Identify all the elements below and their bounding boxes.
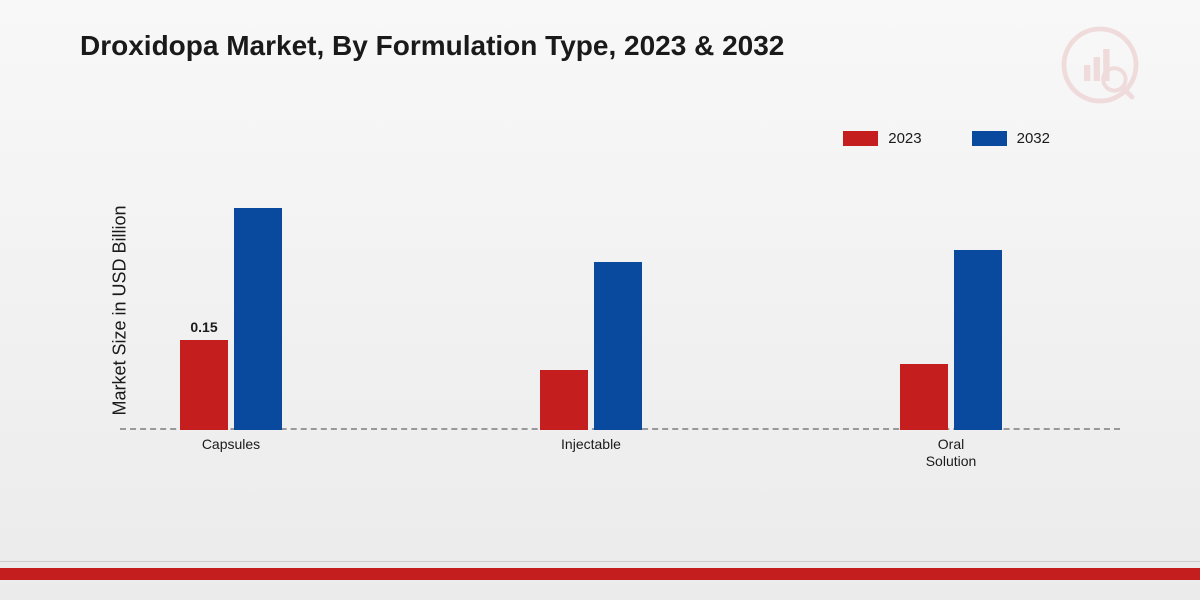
- category-label: Capsules: [202, 436, 260, 453]
- legend-item-2023: 2023: [843, 130, 921, 147]
- bar-2032: [594, 262, 642, 430]
- bar-group: Oral Solution: [900, 250, 1002, 430]
- category-label: Oral Solution: [926, 436, 977, 470]
- legend: 2023 2032: [843, 130, 1050, 147]
- bar-2023: 0.15: [180, 340, 228, 430]
- footer-bar: [0, 568, 1200, 580]
- chart-area: 0.15CapsulesInjectableOral Solution: [120, 190, 1120, 470]
- category-label: Injectable: [561, 436, 621, 453]
- legend-swatch-2023: [843, 131, 878, 146]
- watermark-logo: [1060, 25, 1140, 105]
- legend-item-2032: 2032: [972, 130, 1050, 147]
- bar-2032: [234, 208, 282, 430]
- bar-2023: [900, 364, 948, 430]
- legend-swatch-2032: [972, 131, 1007, 146]
- bar-value-label: 0.15: [190, 319, 217, 335]
- bar-2023: [540, 370, 588, 430]
- footer-divider: [0, 561, 1200, 562]
- bar-2032: [954, 250, 1002, 430]
- bar-group: Injectable: [540, 262, 642, 430]
- bar-group: 0.15Capsules: [180, 208, 282, 430]
- legend-label-2032: 2032: [1017, 130, 1050, 147]
- chart-title: Droxidopa Market, By Formulation Type, 2…: [80, 30, 784, 62]
- legend-label-2023: 2023: [888, 130, 921, 147]
